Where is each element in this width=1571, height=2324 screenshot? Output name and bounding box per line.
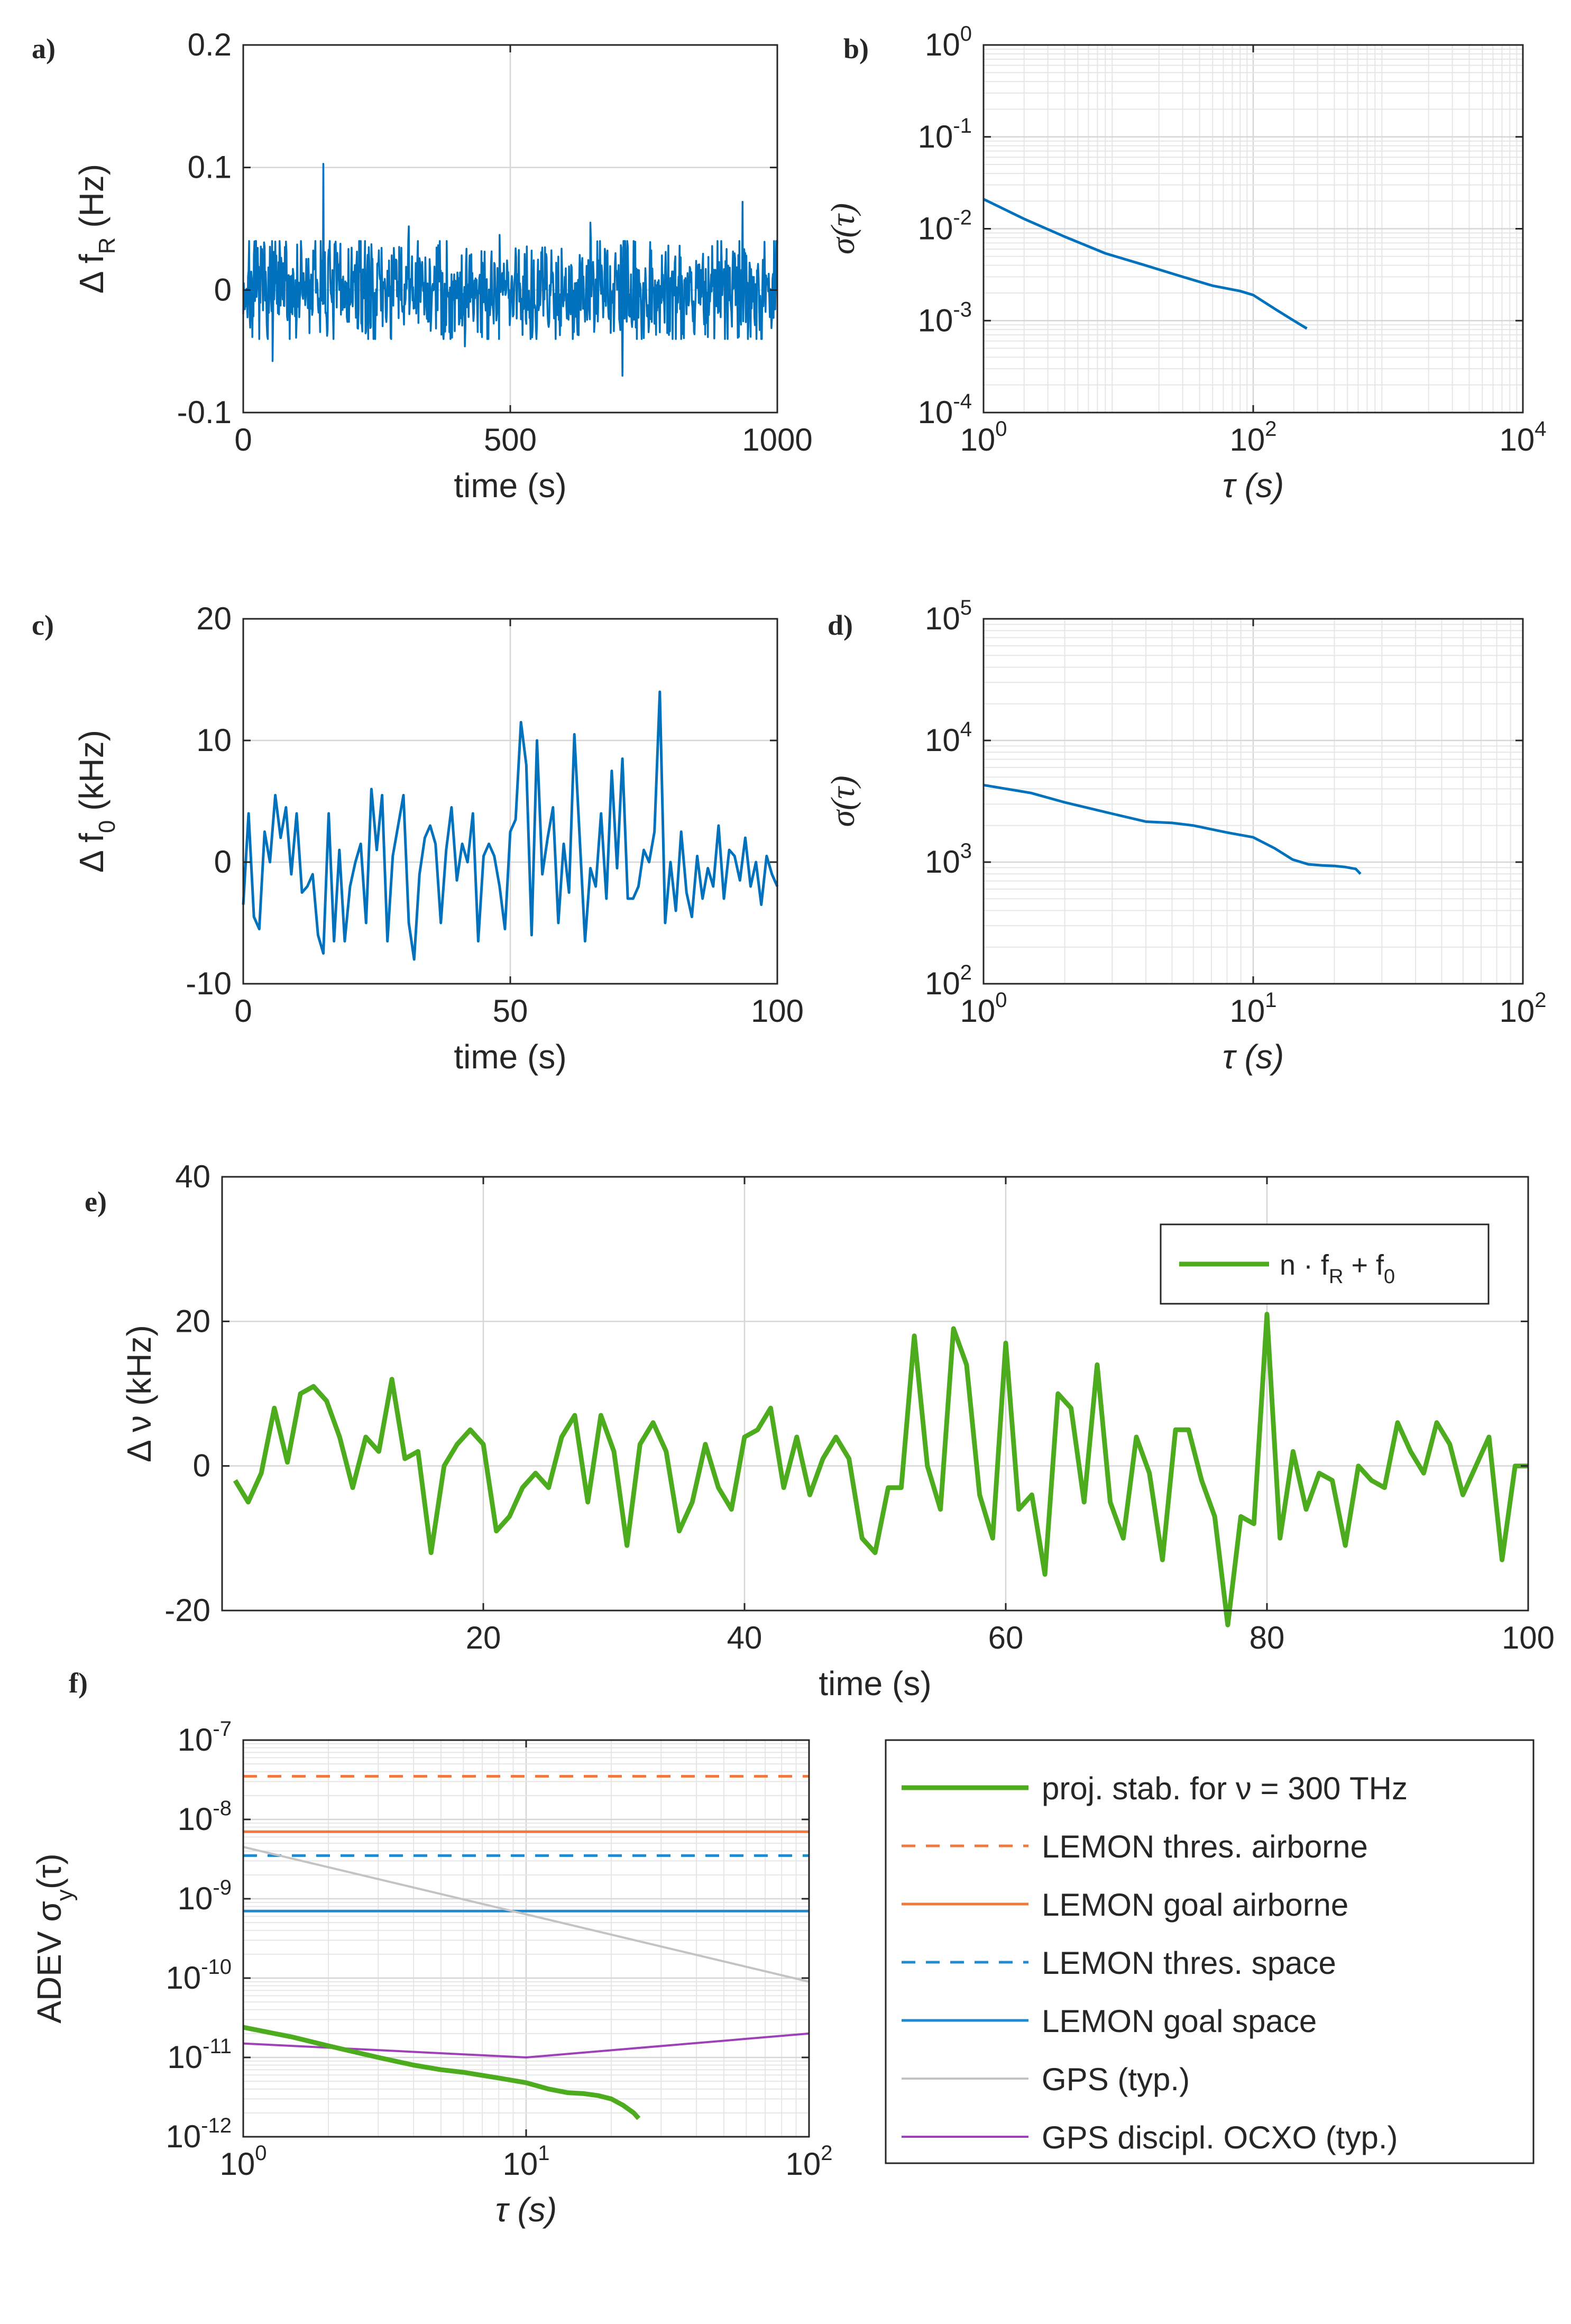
series-line (242, 162, 778, 377)
panel-label: e) (85, 1186, 107, 1218)
series-line (243, 1846, 810, 1983)
y-axis-label: Δ ν (kHz) (120, 1325, 158, 1462)
y-axis-label: Δ f0 (kHz) (72, 730, 120, 873)
legend-box (1160, 1223, 1490, 1305)
x-tick-label: 101 (1230, 989, 1277, 1029)
x-tick-label: 50 (493, 993, 528, 1029)
panel-e: 20 40 60 80 100 -20 0 20 40 time (s) Δ ν (kHz) e) n … (85, 1159, 1555, 1703)
y-tick-label: 102 (925, 961, 972, 1001)
y-tick-label: 10-2 (918, 206, 972, 246)
x-tick-label: 100 (751, 993, 804, 1029)
x-tick-label: 40 (727, 1620, 762, 1655)
legend-label: LEMON thres. airborne (1042, 1829, 1368, 1864)
x-tick-label: 100 (220, 2142, 267, 2182)
legend-label: LEMON goal airborne (1042, 1887, 1348, 1923)
x-tick-label: 1000 (742, 422, 812, 458)
legend: n · fR + f0 (1160, 1223, 1490, 1305)
panel-b: 100 102 104 10-4 10-3 10-2 10-1 100 τ (s) σ(τ) b) (824, 22, 1547, 505)
y-axis-label: Δ fR (Hz) (72, 164, 120, 294)
legend-label: GPS discipl. OCXO (typ.) (1042, 2120, 1398, 2155)
y-tick-label: 0 (193, 1448, 210, 1484)
y-tick-label: 10-3 (918, 298, 972, 338)
legend-label: proj. stab. for ν = 300 THz (1042, 1771, 1408, 1806)
x-tick-label: 100 (960, 417, 1007, 458)
y-tick-label: 103 (925, 839, 972, 880)
x-axis-label: time (s) (454, 1038, 566, 1076)
x-tick-label: 102 (1500, 989, 1547, 1029)
y-tick-label: 0 (214, 272, 232, 307)
legend: proj. stab. for ν = 300 THz LEMON thres. … (885, 1739, 1535, 2164)
panel-label: b) (843, 33, 869, 65)
y-tick-label: 10-8 (178, 1797, 232, 1837)
y-tick-label: 10-12 (166, 2114, 232, 2154)
x-tick-label: 100 (960, 989, 1007, 1029)
y-tick-label: 100 (925, 22, 972, 62)
y-tick-label: 20 (196, 601, 232, 636)
x-axis-label: τ (s) (1223, 466, 1284, 505)
x-axis-label: τ (s) (495, 2191, 557, 2229)
y-tick-label: -20 (164, 1593, 210, 1628)
y-tick-label: 104 (925, 718, 972, 758)
x-tick-label: 104 (1500, 417, 1547, 458)
x-axis-label: time (s) (454, 466, 566, 505)
y-axis-label: σ(τ) (824, 775, 861, 827)
panel-label: d) (828, 609, 853, 641)
x-tick-label: 100 (1502, 1620, 1555, 1655)
legend-label: n · fR + f0 (1280, 1249, 1395, 1288)
y-tick-label: 10 (196, 722, 232, 758)
y-tick-label: -0.1 (177, 395, 232, 430)
x-tick-label: 0 (234, 993, 252, 1029)
series-line (982, 198, 1308, 330)
y-axis-label: σ(τ) (824, 203, 861, 254)
legend-label: LEMON thres. space (1042, 1945, 1336, 1981)
y-tick-label: 0.2 (188, 27, 232, 62)
y-tick-label: 0.1 (188, 150, 232, 185)
y-tick-label: 10-1 (918, 114, 972, 154)
x-tick-label: 102 (1230, 417, 1277, 458)
series-line (233, 1312, 1528, 1627)
plot-frame (221, 1176, 1529, 1612)
panel-label: c) (32, 609, 54, 641)
x-tick-label: 500 (484, 422, 537, 458)
legend-label: LEMON goal space (1042, 2003, 1317, 2039)
legend-box (885, 1739, 1535, 2164)
y-tick-label: -10 (186, 966, 232, 1001)
y-tick-label: 0 (214, 844, 232, 880)
y-tick-label: 20 (175, 1303, 210, 1339)
x-axis-label: time (s) (819, 1664, 931, 1703)
y-tick-label: 10-4 (918, 390, 972, 430)
x-tick-label: 0 (234, 422, 252, 458)
series-line (983, 783, 1362, 875)
y-tick-label: 10-11 (167, 2035, 232, 2075)
legend-label: GPS (typ.) (1042, 2062, 1190, 2097)
x-tick-label: 60 (988, 1620, 1024, 1655)
y-tick-label: 10-9 (178, 1876, 232, 1916)
panel-d: 100 101 102 102 103 104 105 τ (s) σ(τ) d) (824, 596, 1547, 1076)
x-axis-label: τ (s) (1223, 1038, 1284, 1076)
series-line (242, 690, 779, 961)
y-tick-label: 10-10 (166, 1955, 232, 1996)
x-tick-label: 101 (503, 2142, 550, 2182)
series-line (243, 2025, 641, 2120)
panel-label: a) (32, 33, 56, 65)
x-tick-label: 20 (466, 1620, 501, 1655)
panel-f: 100 101 102 10-12 10-11 10-10 10-9 10-8 10-7 τ (s… (30, 1667, 1535, 2229)
x-tick-label: 102 (786, 2142, 833, 2182)
panel-label: f) (69, 1667, 88, 1699)
y-tick-label: 40 (175, 1159, 210, 1194)
x-tick-label: 80 (1250, 1620, 1285, 1655)
y-axis-label: ADEV σy(τ) (30, 1853, 78, 2023)
y-tick-label: 10-7 (178, 1717, 232, 1758)
y-tick-label: 105 (925, 596, 972, 636)
